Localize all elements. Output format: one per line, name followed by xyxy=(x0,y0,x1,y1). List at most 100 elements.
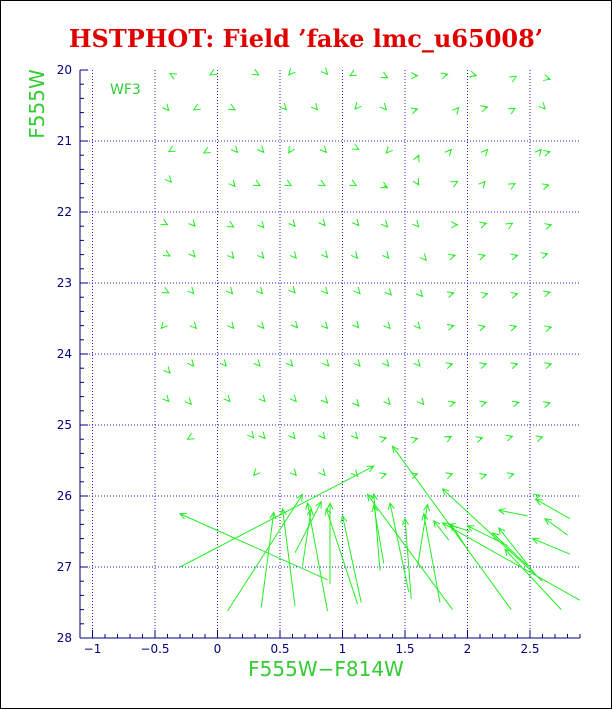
vector-head xyxy=(349,179,358,187)
vector-head xyxy=(544,223,553,230)
vector-head xyxy=(538,102,546,110)
y-tick-label: 21 xyxy=(57,134,72,148)
vector-head xyxy=(480,105,489,112)
vector-head xyxy=(478,180,486,189)
vector-head xyxy=(511,400,520,408)
vector-shaft xyxy=(260,512,275,608)
vector-head xyxy=(257,145,265,154)
vector-head xyxy=(450,180,459,188)
vector-arrow xyxy=(413,154,420,163)
vector-head xyxy=(252,179,261,187)
vector-arrow xyxy=(445,472,454,480)
vector-shaft xyxy=(532,538,571,555)
vector-head xyxy=(509,75,518,83)
vector-head xyxy=(380,181,389,189)
vector-shaft xyxy=(282,508,296,607)
vector-head xyxy=(279,102,288,111)
vector-head xyxy=(253,359,261,367)
vector-head xyxy=(352,218,360,227)
vector-head xyxy=(413,359,421,367)
vector-head xyxy=(350,251,359,260)
vector-arrow xyxy=(322,359,330,367)
vector-arrow xyxy=(544,325,553,333)
vector-head xyxy=(370,492,378,501)
vector-arrow xyxy=(340,514,362,603)
vector-head xyxy=(445,472,454,480)
vector-head xyxy=(227,103,236,111)
vector-shaft xyxy=(498,509,528,517)
vector-arrow xyxy=(497,507,528,517)
vector-head xyxy=(366,465,375,473)
vector-head xyxy=(379,102,388,111)
vector-arrow xyxy=(533,493,542,501)
vector-head xyxy=(448,400,457,408)
vector-arrow xyxy=(534,148,543,157)
vector-head xyxy=(169,72,178,80)
vector-arrow xyxy=(320,396,329,404)
vector-head xyxy=(186,433,195,440)
vector-shaft xyxy=(433,520,450,541)
x-tick-label: 0.5 xyxy=(270,642,289,656)
vector-head xyxy=(380,220,389,228)
vector-arrow xyxy=(318,218,326,227)
vector-head xyxy=(202,147,211,154)
vector-head xyxy=(289,468,298,477)
vector-head xyxy=(184,397,193,406)
vector-head xyxy=(444,435,453,443)
vector-arrow xyxy=(444,435,453,443)
vector-arrow xyxy=(284,179,293,187)
vector-shaft xyxy=(448,523,471,532)
vector-head xyxy=(247,430,255,439)
vector-head xyxy=(285,359,294,367)
vector-arrow xyxy=(510,362,519,369)
vector-arrow xyxy=(188,249,196,258)
vector-head xyxy=(187,359,195,367)
vector-head xyxy=(258,394,266,403)
x-tick-label: −1 xyxy=(84,642,102,656)
y-tick-label: 26 xyxy=(57,489,72,503)
vector-arrow xyxy=(161,286,170,294)
vector-arrow xyxy=(253,359,261,367)
vector-head xyxy=(448,253,457,261)
vector-head xyxy=(415,289,424,298)
vector-head xyxy=(441,522,450,530)
vector-head xyxy=(543,401,552,409)
vector-arrow xyxy=(478,180,486,189)
vector-arrow xyxy=(380,181,389,189)
vector-arrow xyxy=(478,324,487,332)
vector-head xyxy=(351,143,360,151)
vector-arrow xyxy=(349,69,358,77)
vector-head xyxy=(410,72,419,80)
vector-arrow xyxy=(379,436,388,443)
vector-arrow xyxy=(167,145,176,153)
vector-head xyxy=(469,70,478,78)
vector-arrow xyxy=(289,468,298,477)
vector-arrow xyxy=(379,472,388,480)
vector-head xyxy=(544,362,553,369)
vector-head xyxy=(160,218,169,226)
vector-head xyxy=(310,102,319,111)
y-tick-label: 27 xyxy=(57,560,72,574)
vector-head xyxy=(371,504,379,513)
vector-arrow xyxy=(324,507,358,605)
vector-head xyxy=(290,320,299,329)
y-tick-label: 22 xyxy=(57,205,72,219)
vector-arrow xyxy=(320,67,329,76)
x-tick-label: 2.5 xyxy=(520,642,539,656)
vector-head xyxy=(225,286,234,295)
vector-shaft xyxy=(373,493,381,571)
vector-arrow xyxy=(544,362,553,369)
vector-head xyxy=(544,325,553,333)
vector-shaft xyxy=(504,548,562,610)
vector-arrow xyxy=(162,249,171,257)
vector-arrow xyxy=(510,253,519,261)
vector-arrow xyxy=(505,222,514,230)
vector-head xyxy=(326,501,334,510)
vector-arrow xyxy=(320,321,329,330)
vector-arrow xyxy=(366,493,453,610)
vector-arrow xyxy=(288,431,296,440)
vector-head xyxy=(257,321,265,330)
vector-arrow xyxy=(380,71,389,79)
vector-arrow xyxy=(349,179,358,187)
vector-arrow xyxy=(441,488,543,582)
